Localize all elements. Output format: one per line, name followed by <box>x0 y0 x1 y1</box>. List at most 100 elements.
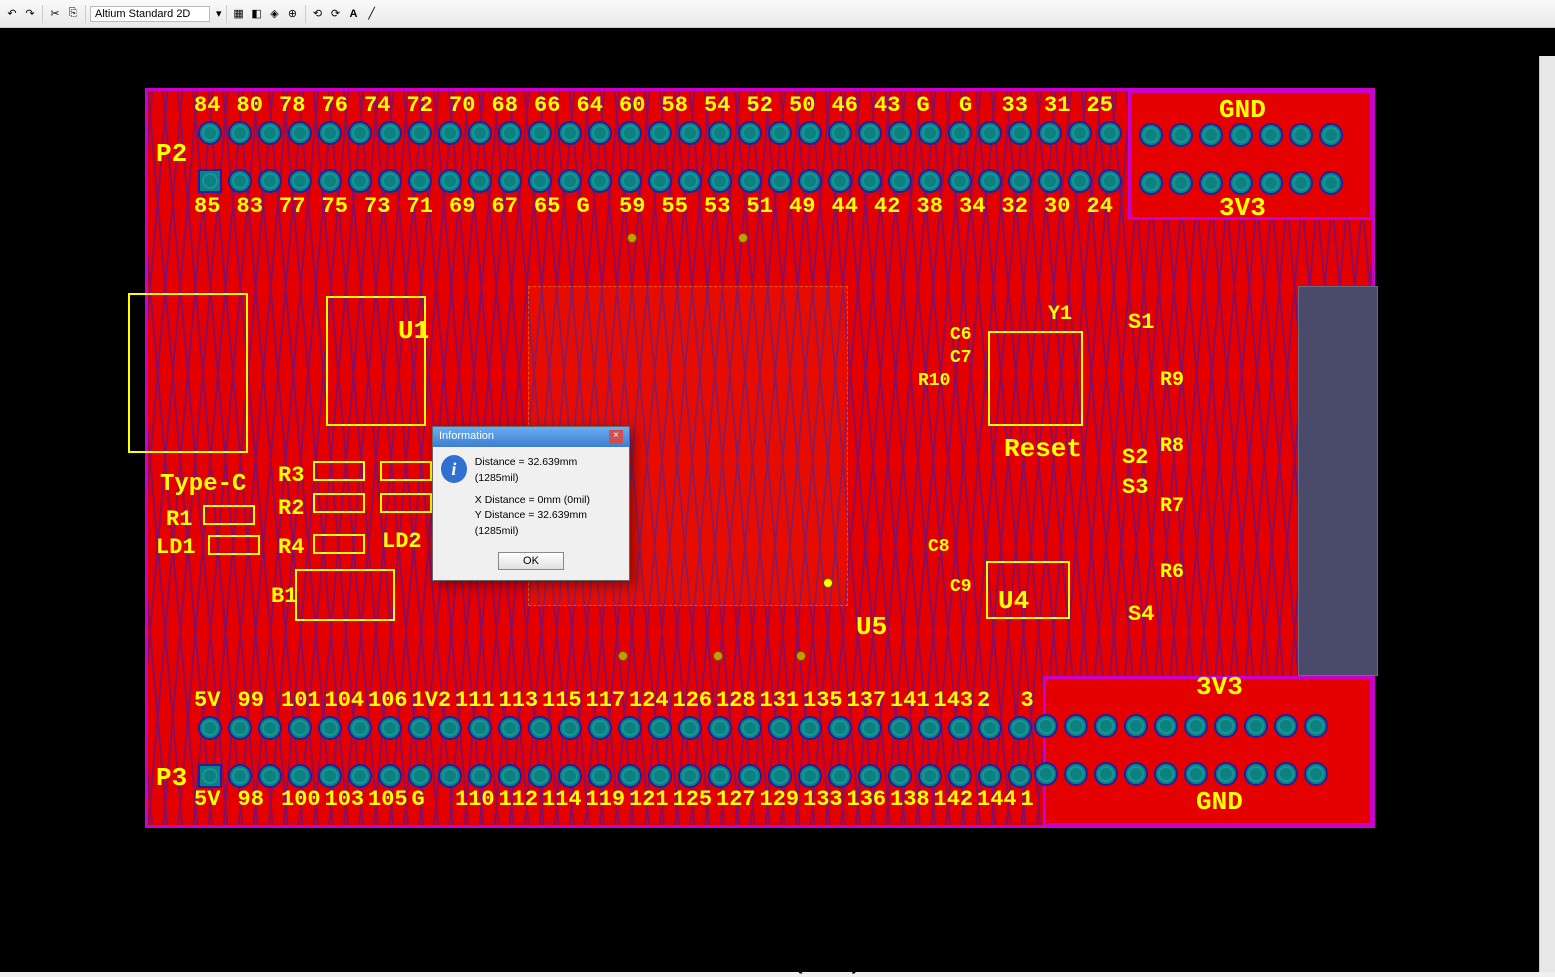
pad[interactable] <box>258 169 282 193</box>
pad[interactable] <box>858 764 882 788</box>
pad[interactable] <box>798 716 822 740</box>
pad[interactable] <box>438 716 462 740</box>
pad[interactable] <box>1259 123 1283 147</box>
pad[interactable] <box>1139 123 1163 147</box>
pad[interactable] <box>498 764 522 788</box>
pad[interactable] <box>888 716 912 740</box>
pad[interactable] <box>858 121 882 145</box>
pad[interactable] <box>618 716 642 740</box>
pad[interactable] <box>378 764 402 788</box>
pad[interactable] <box>378 716 402 740</box>
pad[interactable] <box>558 764 582 788</box>
pad[interactable] <box>498 716 522 740</box>
rotate-icon[interactable]: ⟳ <box>328 6 344 22</box>
tool-icon[interactable]: ⊕ <box>285 6 301 22</box>
pad[interactable] <box>708 716 732 740</box>
pad[interactable] <box>1274 714 1298 738</box>
close-icon[interactable]: × <box>609 430 623 444</box>
pad[interactable] <box>258 121 282 145</box>
pad[interactable] <box>1098 121 1122 145</box>
pad[interactable] <box>648 716 672 740</box>
pad[interactable] <box>888 169 912 193</box>
pad[interactable] <box>978 764 1002 788</box>
pad[interactable] <box>1304 714 1328 738</box>
pad[interactable] <box>438 169 462 193</box>
pad[interactable] <box>1304 762 1328 786</box>
pad[interactable] <box>228 121 252 145</box>
pad[interactable] <box>348 764 372 788</box>
pad[interactable] <box>528 764 552 788</box>
pad[interactable] <box>1098 169 1122 193</box>
pad[interactable] <box>708 121 732 145</box>
pad[interactable] <box>678 121 702 145</box>
pad[interactable] <box>408 169 432 193</box>
pad[interactable] <box>588 169 612 193</box>
pad[interactable] <box>558 121 582 145</box>
pad[interactable] <box>288 764 312 788</box>
undo-icon[interactable]: ↶ <box>4 6 20 22</box>
pad[interactable] <box>438 764 462 788</box>
pad[interactable] <box>1008 121 1032 145</box>
pad[interactable] <box>1008 764 1032 788</box>
tool-icon[interactable]: ◈ <box>267 6 283 22</box>
pad[interactable] <box>258 716 282 740</box>
pad[interactable] <box>708 169 732 193</box>
pad[interactable] <box>228 169 252 193</box>
pad[interactable] <box>1124 714 1148 738</box>
pad[interactable] <box>1068 169 1092 193</box>
pad[interactable] <box>618 169 642 193</box>
view-mode-dropdown[interactable]: Altium Standard 2D <box>90 6 210 22</box>
ok-button[interactable]: OK <box>498 552 564 570</box>
pad[interactable] <box>768 169 792 193</box>
pad[interactable] <box>408 121 432 145</box>
pad[interactable] <box>1184 762 1208 786</box>
pad[interactable] <box>1154 714 1178 738</box>
pad[interactable] <box>798 121 822 145</box>
pad[interactable] <box>408 764 432 788</box>
pad[interactable] <box>648 764 672 788</box>
pad[interactable] <box>498 169 522 193</box>
text-icon[interactable]: A <box>346 6 362 22</box>
pad[interactable] <box>618 121 642 145</box>
pad[interactable] <box>828 169 852 193</box>
pad[interactable] <box>228 764 252 788</box>
pad[interactable] <box>798 764 822 788</box>
pad[interactable] <box>918 121 942 145</box>
rotate-icon[interactable]: ⟲ <box>310 6 326 22</box>
pad[interactable] <box>1274 762 1298 786</box>
pad[interactable] <box>468 764 492 788</box>
pad[interactable] <box>1184 714 1208 738</box>
pad[interactable] <box>258 764 282 788</box>
pad[interactable] <box>888 121 912 145</box>
pad[interactable] <box>828 764 852 788</box>
pad[interactable] <box>1008 716 1032 740</box>
pad[interactable] <box>528 169 552 193</box>
pad[interactable] <box>918 764 942 788</box>
pad[interactable] <box>1214 762 1238 786</box>
pad[interactable] <box>1034 714 1058 738</box>
line-icon[interactable]: ╱ <box>364 6 380 22</box>
pad[interactable] <box>738 764 762 788</box>
pad[interactable] <box>318 764 342 788</box>
pad[interactable] <box>978 716 1002 740</box>
pad[interactable] <box>648 121 672 145</box>
pad[interactable] <box>588 764 612 788</box>
pad[interactable] <box>558 716 582 740</box>
pad[interactable] <box>948 764 972 788</box>
pad[interactable] <box>1319 171 1343 195</box>
pad[interactable] <box>948 121 972 145</box>
pad[interactable] <box>678 764 702 788</box>
pad[interactable] <box>1038 169 1062 193</box>
pad[interactable] <box>468 169 492 193</box>
pad[interactable] <box>1094 762 1118 786</box>
pad[interactable] <box>318 169 342 193</box>
pad[interactable] <box>918 169 942 193</box>
pad[interactable] <box>1154 762 1178 786</box>
pad[interactable] <box>468 716 492 740</box>
pcb-board[interactable]: GND 3V3 3V3 GND P2 P3 Type-C U1 U4 U5 R1… <box>145 88 1375 828</box>
pad[interactable] <box>768 764 792 788</box>
pad[interactable] <box>528 121 552 145</box>
redo-icon[interactable]: ↷ <box>22 6 38 22</box>
tool-icon[interactable]: ◧ <box>249 6 265 22</box>
pad[interactable] <box>1259 171 1283 195</box>
